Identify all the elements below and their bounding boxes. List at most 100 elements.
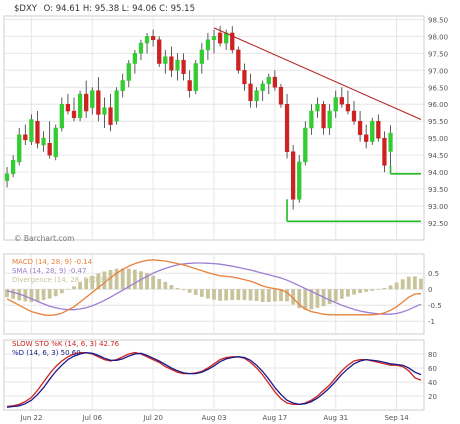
price-y-tick-label: 97.00 [428,67,448,75]
candle-body [138,42,144,54]
candle-body [254,90,259,102]
candle-body [163,56,168,64]
candle-body [303,127,308,163]
sto-y-tick-label: 40 [428,379,437,387]
candle-body [357,120,363,136]
stoch-k-line [6,351,422,408]
price-y-tick-label: 94.50 [428,152,448,160]
divergence-bar [266,289,271,302]
divergence-bar [315,289,320,308]
candle-body [315,103,320,112]
divergence-bar [114,268,119,290]
candle-body [321,103,326,129]
candle-body [370,120,375,142]
divergence-bar [96,273,101,290]
divergence-bar [47,289,52,299]
candle-body [144,36,150,44]
candle-body [351,110,357,122]
sma-line [6,262,422,315]
divergence-bar [193,289,198,295]
divergence-bar [157,278,162,290]
divergence-bar [388,285,393,290]
candle-body [242,70,247,85]
price-y-tick-label: 96.00 [428,101,448,109]
price-panel: 92.50 93.00 93.50 94.00 94.50 95.00 95.50 96.00… [3,15,448,241]
divergence-bar [181,289,186,291]
candle-body [108,107,113,125]
candle-body [376,120,381,139]
candle-body [150,36,156,41]
divergence-bar [303,289,308,310]
candle-body [309,110,314,129]
stochastic-legend: SLOW STO %K (14, 6, 3) 42.76%D (14, 6, 3… [12,340,120,357]
candle-body [339,97,344,105]
divergence-bar [419,278,423,290]
candle-body [17,134,22,163]
sto-y-tick-label: 20 [428,393,437,401]
price-y-tick-label: 93.50 [428,186,448,194]
candle-body [23,134,28,141]
price-y-tick-label: 95.00 [428,135,448,143]
divergence-bar [151,275,156,290]
divergence-bar [66,289,70,290]
divergence-bar [163,281,168,290]
divergence-bar [187,289,192,293]
macd-y-tick-label: 0 [428,286,432,294]
candle-body [102,107,107,115]
divergence-bar [108,270,113,290]
candle-body [175,59,180,71]
divergence-bar [224,289,229,301]
candle-body [205,39,211,51]
candle-body [120,80,125,91]
divergence-bar [120,268,125,290]
candle-body [333,97,338,112]
candle-body [248,83,253,102]
macd-y-tick-label: -1 [428,318,435,326]
divergence-bar [260,289,265,302]
macd-y-tick-label: 0.5 [428,270,439,278]
divergence-bar [212,289,216,300]
divergence-bar [90,275,95,290]
divergence-bar [199,289,204,297]
candle-body [4,173,10,181]
candle-body [90,90,95,108]
divergence-bar [53,289,58,297]
candle-body [29,119,34,142]
divergence-bar [358,289,362,294]
candle-body [260,83,265,91]
divergence-bar [406,276,411,290]
divergence-bar [145,273,149,290]
divergence-bar [333,289,338,302]
sto-y-tick-label: 60 [428,365,437,373]
price-y-tick-label: 94.00 [428,169,448,177]
candle-body [278,87,284,105]
divergence-bar [132,269,137,290]
divergence-bar [352,289,356,295]
divergence-bar [394,282,399,290]
divergence-bar [175,287,180,290]
divergence-bar [59,289,64,294]
price-y-tick-label: 98.50 [428,16,448,24]
divergence-bar [327,289,332,304]
candle-body [41,137,46,146]
price-y-tick-label: 97.50 [428,50,448,58]
candle-body [193,63,198,91]
candle-body [284,103,290,153]
candle-body [224,32,229,44]
candle-body [345,103,351,112]
candle-body [77,93,83,119]
divergence-bar [400,279,405,290]
divergence-bar [218,289,222,301]
x-axis: Jun 22 Jul 06 Jul 20 Aug 03 Aug 17 Aug 31 Sep … [19,414,409,422]
header-ohlc: O: 94.61 H: 95.38 L: 94.06 C: 95.15 [44,4,195,14]
divergence-bar [279,289,283,302]
divergence-bar [206,289,210,299]
divergence-bar [291,289,296,305]
divergence-bar [272,289,277,302]
candle-body [364,134,369,142]
candle-body [236,49,241,71]
candle-body [211,36,217,41]
price-y-tick-label: 95.50 [428,118,448,126]
divergence-bar [242,289,247,301]
header-symbol: $DXY [14,4,38,14]
